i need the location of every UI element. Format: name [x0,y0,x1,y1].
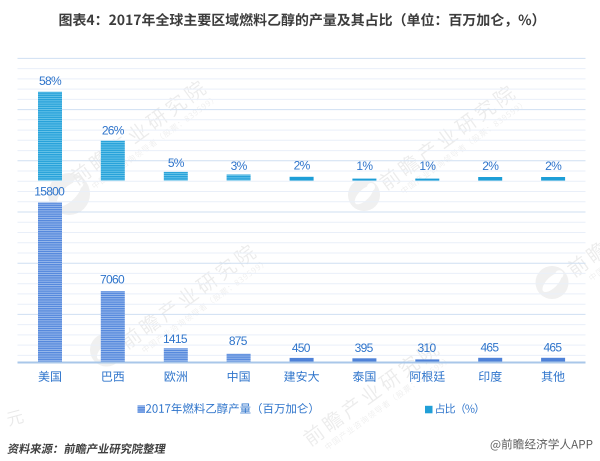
svg-text:7060: 7060 [100,273,125,287]
svg-text:1%: 1% [419,159,436,173]
svg-text:2%: 2% [482,159,499,173]
svg-text:3%: 3% [231,159,248,173]
svg-text:1415: 1415 [163,332,188,346]
svg-text:310: 310 [418,341,437,355]
svg-text:26%: 26% [102,124,125,138]
svg-text:465: 465 [480,341,499,355]
svg-text:58%: 58% [39,74,62,88]
svg-text:450: 450 [292,341,311,355]
svg-text:15800: 15800 [34,185,65,199]
svg-text:875: 875 [229,334,248,348]
svg-text:1%: 1% [356,159,373,173]
svg-text:2%: 2% [545,159,562,173]
svg-text:2%: 2% [294,159,311,173]
svg-text:395: 395 [355,341,374,355]
svg-text:5%: 5% [168,156,185,170]
svg-text:465: 465 [543,341,562,355]
